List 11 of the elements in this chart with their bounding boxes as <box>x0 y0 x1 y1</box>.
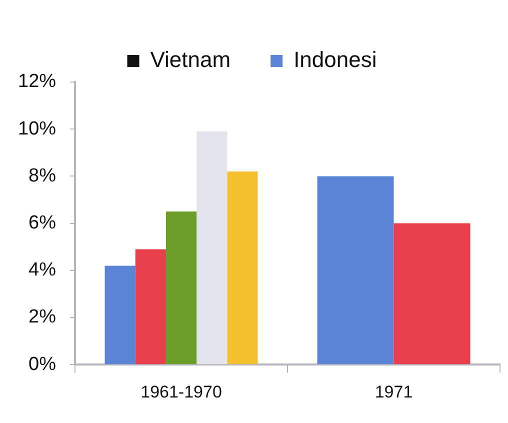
legend-label: Indonesi <box>294 47 377 72</box>
legend-label: Vietnam <box>150 47 231 72</box>
y-tick-label: 4% <box>28 260 56 281</box>
y-tick-label: 6% <box>28 212 56 234</box>
x-tick-label: 1961-1970 <box>140 382 222 402</box>
y-tick-label: 2% <box>28 306 56 328</box>
y-tick-label: 10% <box>18 118 56 140</box>
y-tick-label: 8% <box>28 165 56 186</box>
y-tick-label: 12% <box>18 71 56 92</box>
x-tick-label: 1971 <box>374 382 413 402</box>
y-tick-label: 0% <box>28 354 56 375</box>
